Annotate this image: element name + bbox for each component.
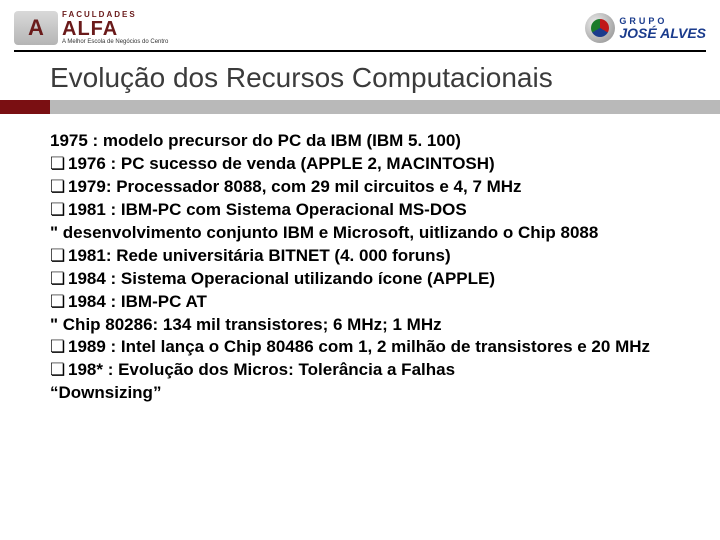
bullet-icon: ❏ [50, 291, 68, 314]
body-line: ❏1979: Processador 8088, com 29 mil circ… [50, 176, 690, 199]
alfa-sub-label: A Melhor Escola de Negócios do Centro [62, 39, 168, 45]
body-line: ❏1976 : PC sucesso de venda (APPLE 2, MA… [50, 153, 690, 176]
body-text: 1984 : IBM-PC AT [68, 291, 690, 314]
body-line: ❏1989 : Intel lança o Chip 80486 com 1, … [50, 336, 690, 359]
slide-title: Evolução dos Recursos Computacionais [50, 62, 720, 94]
slide-body: 1975 : modelo precursor do PC da IBM (IB… [0, 114, 720, 405]
bullet-icon: ❏ [50, 176, 68, 199]
body-line: ❏1981 : IBM-PC com Sistema Operacional M… [50, 199, 690, 222]
ja-main-label: JOSÉ ALVES [619, 26, 706, 40]
header-divider [14, 50, 706, 52]
logo-alfa: FACULDADES ALFA A Melhor Escola de Negóc… [14, 11, 168, 45]
ja-icon [585, 13, 615, 43]
body-text: 1984 : Sistema Operacional utilizando íc… [68, 268, 690, 291]
body-text: 1981 : IBM-PC com Sistema Operacional MS… [68, 199, 690, 222]
body-text: 198* : Evolução dos Micros: Tolerância a… [68, 359, 690, 382]
accent-stub [0, 100, 50, 114]
body-text: " desenvolvimento conjunto IBM e Microso… [50, 222, 690, 245]
bullet-icon: ❏ [50, 359, 68, 382]
logo-jose-alves: GRUPO JOSÉ ALVES [585, 13, 706, 43]
body-line: ❏1981: Rede universitária BITNET (4. 000… [50, 245, 690, 268]
body-text: 1981: Rede universitária BITNET (4. 000 … [68, 245, 690, 268]
body-text: " Chip 80286: 134 mil transistores; 6 MH… [50, 314, 690, 337]
body-text: 1976 : PC sucesso de venda (APPLE 2, MAC… [68, 153, 690, 176]
bullet-icon: ❏ [50, 245, 68, 268]
body-text: 1975 : modelo precursor do PC da IBM (IB… [50, 130, 690, 153]
body-line: “Downsizing” [50, 382, 690, 405]
body-text: 1979: Processador 8088, com 29 mil circu… [68, 176, 690, 199]
slide-header: FACULDADES ALFA A Melhor Escola de Negóc… [0, 0, 720, 50]
title-accent [0, 100, 720, 114]
alfa-icon [14, 11, 58, 45]
body-text: 1989 : Intel lança o Chip 80486 com 1, 2… [68, 336, 690, 359]
bullet-icon: ❏ [50, 199, 68, 222]
body-line: ❏1984 : IBM-PC AT [50, 291, 690, 314]
body-line: 1975 : modelo precursor do PC da IBM (IB… [50, 130, 690, 153]
body-text: “Downsizing” [50, 382, 690, 405]
title-block: Evolução dos Recursos Computacionais [0, 58, 720, 94]
bullet-icon: ❏ [50, 153, 68, 176]
bullet-icon: ❏ [50, 336, 68, 359]
body-line: " desenvolvimento conjunto IBM e Microso… [50, 222, 690, 245]
body-line: " Chip 80286: 134 mil transistores; 6 MH… [50, 314, 690, 337]
accent-bar [50, 100, 720, 114]
body-line: ❏1984 : Sistema Operacional utilizando í… [50, 268, 690, 291]
alfa-main-label: ALFA [62, 19, 168, 39]
bullet-icon: ❏ [50, 268, 68, 291]
body-line: ❏198* : Evolução dos Micros: Tolerância … [50, 359, 690, 382]
